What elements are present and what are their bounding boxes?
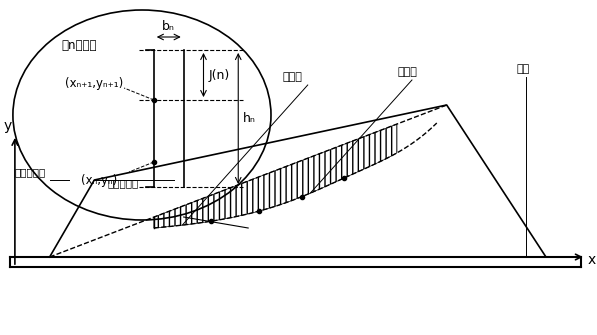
Text: J(n): J(n) <box>208 68 230 81</box>
Text: 漯润线: 漯润线 <box>397 67 417 77</box>
Text: 下游逆出点: 下游逆出点 <box>15 167 46 177</box>
Text: hₙ: hₙ <box>243 112 256 125</box>
Text: (xₙ₊₁,yₙ₊₁): (xₙ₊₁,yₙ₊₁) <box>65 77 124 90</box>
Text: bₙ: bₙ <box>162 20 175 33</box>
Text: 地基: 地基 <box>516 64 530 74</box>
Text: 漯润点: 漯润点 <box>283 72 303 82</box>
Text: 初期坢外坡: 初期坢外坡 <box>107 178 139 188</box>
Text: x: x <box>587 253 596 267</box>
Text: 第n个条块: 第n个条块 <box>61 39 97 52</box>
Text: (xₙ,yₙ): (xₙ,yₙ) <box>81 174 118 187</box>
Text: y: y <box>4 119 12 133</box>
